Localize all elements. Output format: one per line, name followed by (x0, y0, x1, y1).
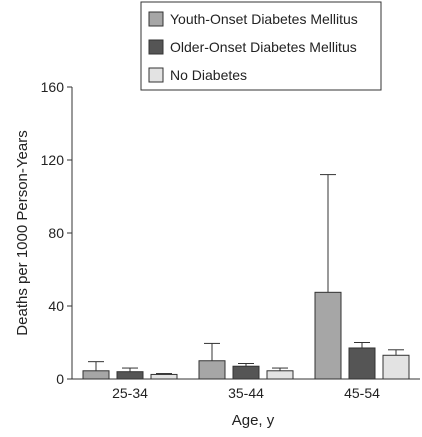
x-tick-label: 45-54 (344, 385, 380, 401)
legend-swatch-1 (148, 39, 164, 55)
legend-frame (140, 1, 382, 91)
legend-swatch-2 (148, 67, 164, 83)
y-axis-title: Deaths per 1000 Person-Years (14, 130, 31, 335)
bar (150, 373, 178, 380)
y-tick-label: 0 (56, 371, 64, 387)
x-axis-ticks: 25-34 35-44 45-54 (112, 385, 380, 401)
bar (348, 347, 376, 380)
y-tick-label: 160 (41, 79, 65, 95)
x-axis-title: Age, y (232, 412, 275, 429)
legend-label-2: No Diabetes (170, 67, 247, 83)
x-tick-label: 35-44 (228, 385, 264, 401)
legend-label-1: Older-Onset Diabetes Mellitus (170, 39, 357, 55)
y-tick-label: 40 (48, 298, 64, 314)
y-tick-label: 80 (48, 225, 64, 241)
bar (198, 360, 226, 380)
error-bars (88, 174, 404, 375)
legend: Youth-Onset Diabetes Mellitus Older-Onse… (140, 1, 382, 91)
y-axis-ticks: 0 40 80 120 160 (41, 79, 72, 387)
bar (232, 365, 260, 380)
bar (314, 291, 342, 380)
y-tick-label: 120 (41, 152, 65, 168)
bar (116, 371, 144, 380)
bar (382, 354, 410, 380)
legend-swatch-0 (148, 11, 164, 27)
x-tick-label: 25-34 (112, 385, 148, 401)
legend-label-0: Youth-Onset Diabetes Mellitus (170, 11, 358, 27)
bar (82, 370, 110, 380)
bar (266, 370, 294, 380)
